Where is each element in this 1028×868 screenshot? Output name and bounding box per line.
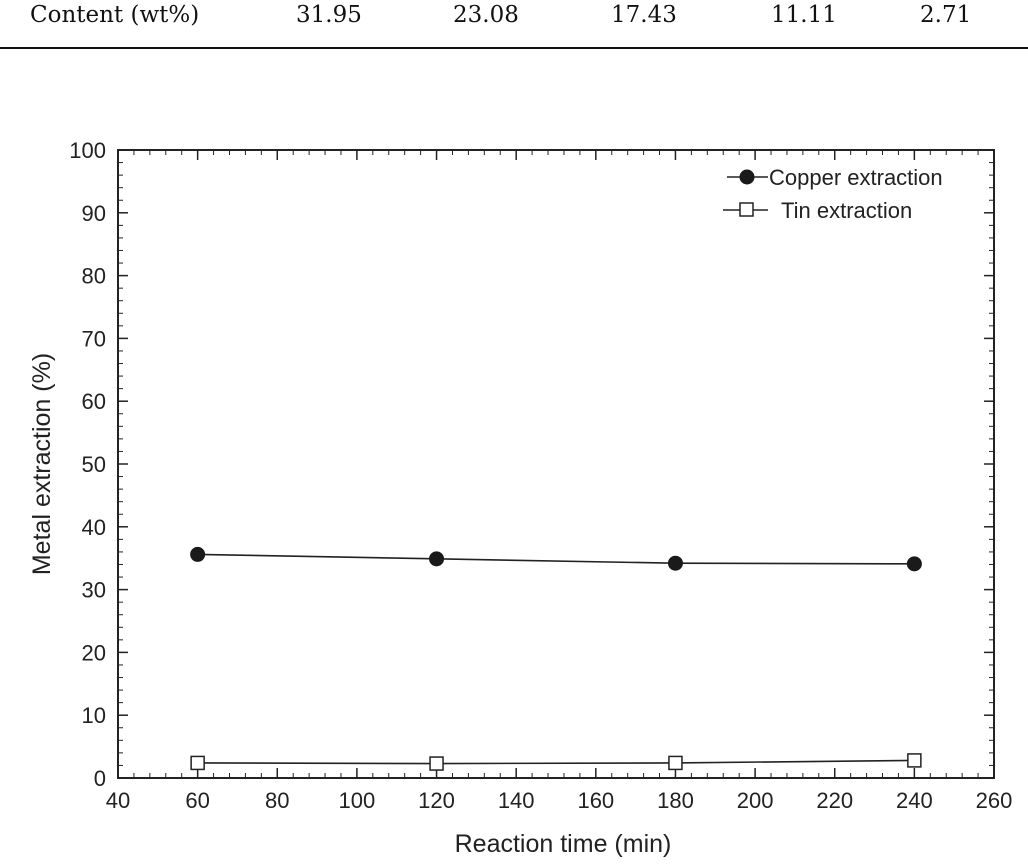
- y-tick-label: 20: [82, 640, 106, 665]
- copper-data-point: [190, 546, 206, 562]
- x-tick-label: 60: [185, 788, 209, 813]
- series-lines: [197, 553, 915, 765]
- x-tick-label: 140: [498, 788, 535, 813]
- x-tick-label: 160: [577, 788, 614, 813]
- copper-data-point: [429, 551, 445, 567]
- y-tick-label: 90: [82, 201, 106, 226]
- table-cell-3: 17.43: [611, 2, 677, 28]
- copper-data-point: [667, 555, 683, 571]
- y-axis-title: Metal extraction (%): [28, 353, 56, 575]
- x-tick-label: 200: [737, 788, 774, 813]
- minor-ticks: [117, 149, 995, 779]
- table-cell-1: 31.95: [296, 2, 362, 28]
- tin-data-point: [907, 753, 922, 768]
- y-tick-label: 0: [94, 766, 106, 791]
- x-tick-label: 240: [896, 788, 933, 813]
- y-tick-label: 100: [69, 138, 106, 163]
- tin-data-point: [429, 756, 444, 771]
- major-ticks: [117, 149, 995, 779]
- y-tick-label: 10: [82, 703, 106, 728]
- legend-marker-copper: [739, 169, 755, 185]
- legend-label-copper: Copper extraction: [769, 165, 943, 190]
- x-tick-label: 220: [816, 788, 853, 813]
- y-tick-label: 80: [82, 264, 106, 289]
- x-tick-label: 40: [106, 788, 130, 813]
- tin-data-point: [668, 755, 683, 771]
- y-tick-labels: 0 10 20 30 40 50 60 70 80 90 100: [69, 138, 106, 791]
- table-cell-5: 2.71: [920, 2, 972, 28]
- x-tick-label: 80: [265, 788, 289, 813]
- legend-label-tin: Tin extraction: [781, 198, 912, 223]
- legend-marker-tin: [739, 202, 754, 217]
- table-row-label: Content (wt%): [30, 2, 200, 28]
- y-tick-label: 30: [82, 578, 106, 603]
- x-axis-title: Reaction time (min): [455, 830, 672, 858]
- table-strip: Content (wt%) 31.95 23.08 17.43 11.11 2.…: [0, 0, 1028, 50]
- x-tick-label: 120: [418, 788, 455, 813]
- y-tick-label: 40: [82, 515, 106, 540]
- x-tick-label: 180: [657, 788, 694, 813]
- series-markers: [190, 546, 922, 771]
- y-tick-label: 50: [82, 452, 106, 477]
- y-tick-label: 70: [82, 326, 106, 351]
- plot-area-frame: [117, 149, 995, 779]
- series-line-1: [197, 759, 915, 765]
- series-line-0: [197, 553, 915, 565]
- copper-data-point: [906, 556, 922, 572]
- tin-data-point: [190, 755, 205, 771]
- x-tick-labels: 40 60 80 100 120 140 160 180 200 220 240 260: [106, 788, 1013, 813]
- legend: Copper extraction Tin extraction: [723, 165, 943, 223]
- table-cell-4: 11.11: [771, 2, 837, 28]
- table-cell-2: 23.08: [453, 2, 519, 28]
- y-tick-label: 60: [82, 389, 106, 414]
- table-bottom-rule: [0, 47, 1028, 49]
- x-tick-label: 260: [976, 788, 1013, 813]
- x-tick-label: 100: [339, 788, 376, 813]
